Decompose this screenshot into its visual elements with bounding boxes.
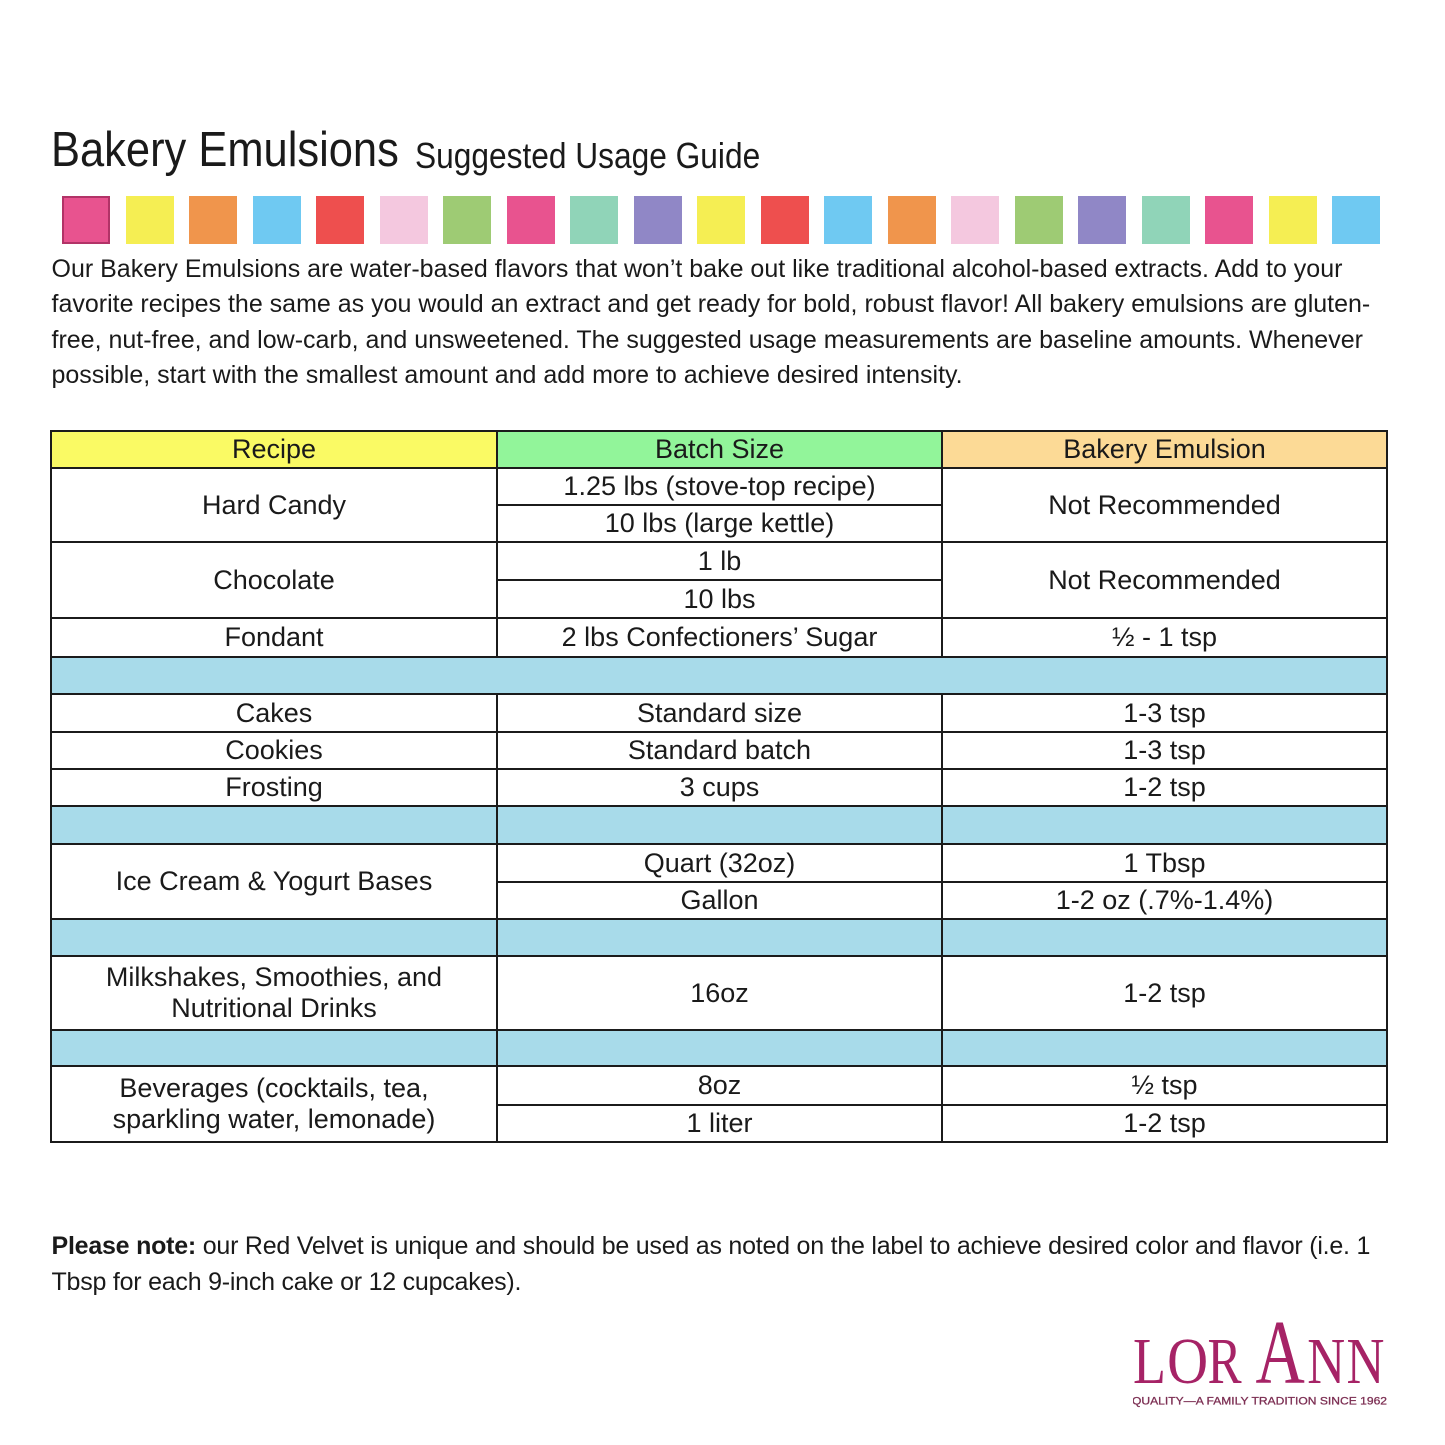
svg-text:QUALITY—A FAMILY TRADITION SIN: QUALITY—A FAMILY TRADITION SINCE 1962 (1133, 1395, 1387, 1407)
svg-text:L: L (1133, 1325, 1166, 1398)
svg-text:N: N (1347, 1325, 1385, 1398)
svg-text:R: R (1208, 1325, 1242, 1398)
svg-text:N: N (1307, 1325, 1345, 1398)
svg-text:O: O (1167, 1325, 1208, 1398)
svg-text:A: A (1256, 1310, 1306, 1403)
